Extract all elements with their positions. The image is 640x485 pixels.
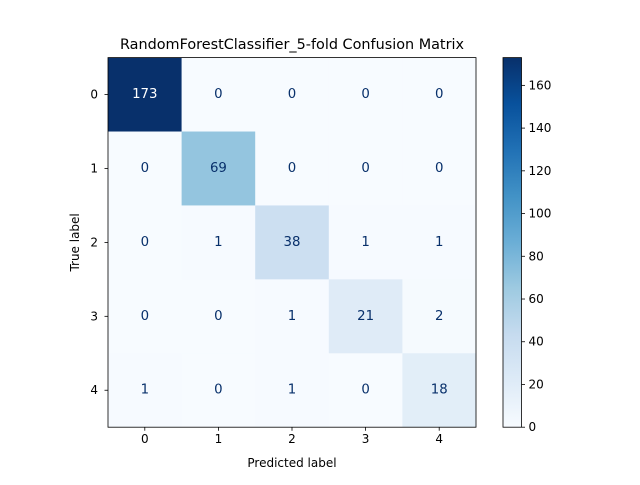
- matrix-cell-1-2: [255, 131, 330, 206]
- matrix-cell-value-4-0: 1: [141, 383, 149, 398]
- matrix-cell-2-4: [402, 205, 477, 280]
- matrix-cell-value-2-4: 1: [435, 235, 443, 250]
- y-tick-label-2: 2: [90, 235, 98, 249]
- matrix-cell-value-2-3: 1: [361, 235, 369, 250]
- y-tick-label-3: 3: [90, 309, 98, 323]
- colorbar-tick-label-2: 40: [529, 335, 544, 349]
- colorbar-tick-label-4: 80: [529, 249, 544, 263]
- matrix-cell-1-4: [402, 131, 477, 206]
- matrix-cell-4-1: [181, 353, 256, 428]
- matrix-cell-3-2: [255, 279, 330, 354]
- colorbar-ticks: 0 20 40 60 80 100 120 140 160: [521, 78, 552, 434]
- matrix-cell-value-1-3: 0: [361, 161, 369, 176]
- matrix-cell-value-4-3: 0: [361, 383, 369, 398]
- colorbar-tick-label-6: 120: [529, 164, 552, 178]
- matrix-cell-labels: 173 0 0 0 00 69 0 0 00 1 38 1 10 0 1 21 21 0 1 0 18: [132, 87, 448, 398]
- matrix-cell-value-1-4: 0: [435, 161, 443, 176]
- y-tick-label-4: 4: [90, 383, 98, 397]
- matrix-cell-value-3-4: 2: [435, 309, 443, 324]
- matrix-cell-3-3: [328, 279, 403, 354]
- x-axis-label: Predicted label: [247, 456, 336, 470]
- colorbar: [502, 57, 522, 428]
- matrix-cell-value-1-2: 0: [288, 161, 296, 176]
- matrix-cell-value-3-2: 1: [288, 309, 296, 324]
- matrix-cell-3-0: [108, 279, 182, 354]
- matrix-cell-4-0: [108, 353, 182, 428]
- matrix-cell-1-0: [108, 131, 182, 206]
- colorbar-tick-label-3: 60: [529, 292, 544, 306]
- matrix-cell-4-4: [402, 353, 477, 428]
- matrix-cell-0-1: [181, 57, 256, 132]
- y-axis-label: True label: [68, 213, 82, 272]
- matrix-cell-3-1: [181, 279, 256, 354]
- x-tick-label-1: 1: [215, 432, 223, 446]
- matrix-cell-2-0: [108, 205, 182, 280]
- x-tick-label-4: 4: [435, 432, 443, 446]
- y-tick-label-0: 0: [90, 88, 98, 102]
- matrix-cell-value-4-2: 1: [288, 383, 296, 398]
- x-axis-ticks: 0 1 2 3 4: [141, 427, 443, 446]
- matrix-cell-0-4: [402, 57, 477, 132]
- matrix-cell-1-1: [181, 131, 256, 206]
- matrix-cell-value-0-1: 0: [214, 87, 222, 102]
- y-tick-label-1: 1: [90, 161, 98, 175]
- matrix-cell-0-3: [328, 57, 403, 132]
- colorbar-tick-label-5: 100: [529, 207, 552, 221]
- colorbar-tick-label-1: 20: [529, 377, 544, 391]
- colorbar-tick-label-8: 160: [529, 78, 552, 92]
- matrix-cell-value-1-0: 0: [141, 161, 149, 176]
- matrix-cell-4-3: [328, 353, 403, 428]
- matrix-cell-value-2-0: 0: [141, 235, 149, 250]
- y-axis-ticks: 0 1 2 3 4: [90, 88, 108, 397]
- x-tick-label-2: 2: [288, 432, 296, 446]
- matrix-cell-value-4-4: 18: [431, 383, 448, 398]
- matrix-cell-3-4: [402, 279, 477, 354]
- matrix-cell-value-4-1: 0: [214, 383, 222, 398]
- matrix-cell-value-0-3: 0: [361, 87, 369, 102]
- matrix-cell-value-2-1: 1: [214, 235, 222, 250]
- matrix-cell-2-1: [181, 205, 256, 280]
- matrix-cell-value-0-2: 0: [288, 87, 296, 102]
- matrix-cell-value-3-3: 21: [357, 309, 374, 324]
- matrix-cell-value-2-2: 38: [284, 235, 301, 250]
- matrix-cells: [108, 57, 477, 428]
- matrix-cell-value-3-0: 0: [141, 309, 149, 324]
- matrix-cell-0-0: [108, 57, 182, 132]
- matrix-cell-value-3-1: 0: [214, 309, 222, 324]
- matrix-cell-1-3: [328, 131, 403, 206]
- x-tick-label-3: 3: [362, 432, 370, 446]
- colorbar-tick-label-0: 0: [529, 420, 537, 434]
- matrix-cell-value-0-0: 173: [132, 87, 157, 102]
- matrix-cell-2-3: [328, 205, 403, 280]
- colorbar-tick-label-7: 140: [529, 121, 552, 135]
- matrix-cell-4-2: [255, 353, 330, 428]
- chart-title: RandomForestClassifier_5-fold Confusion …: [120, 37, 465, 53]
- matrix-cell-value-0-4: 0: [435, 87, 443, 102]
- x-tick-label-0: 0: [141, 432, 149, 446]
- matrix-cell-2-2: [255, 205, 330, 280]
- matrix-cell-0-2: [255, 57, 330, 132]
- matrix-cell-value-1-1: 69: [210, 161, 227, 176]
